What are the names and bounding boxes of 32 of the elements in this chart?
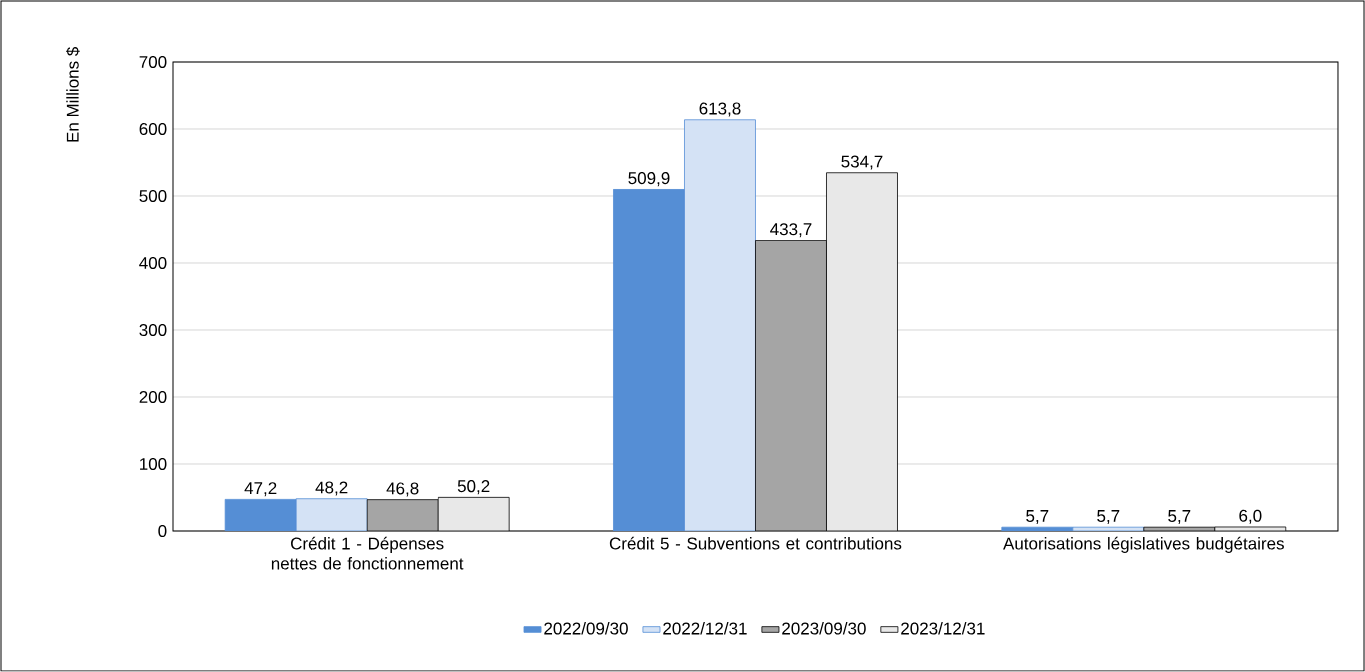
data-label: 6,0	[1239, 509, 1262, 524]
y-tick-label: 700	[139, 55, 167, 69]
x-tick-label: Crédit 1 - Dépenses nettes de fonctionnement	[271, 536, 464, 570]
y-tick-label: 500	[139, 189, 167, 203]
data-label: 5,7	[1097, 510, 1120, 524]
y-tick-label: 600	[139, 122, 167, 136]
legend-label: 2022/12/31	[663, 622, 747, 635]
legend-label: 2022/09/30	[544, 622, 628, 635]
data-label: 47,2	[244, 482, 277, 497]
y-axis-title: En Millions $	[66, 46, 80, 142]
y-tick-label: 200	[139, 390, 167, 404]
data-label: 433,7	[770, 223, 812, 238]
bar	[437, 496, 510, 531]
data-label: 509,9	[628, 172, 670, 187]
bar	[295, 498, 368, 531]
bar	[826, 172, 898, 531]
y-tick-label: 400	[139, 256, 167, 270]
x-tick-label: Autorisations législatives budgétaires	[1003, 536, 1284, 553]
data-label: 534,7	[841, 155, 883, 170]
legend-label: 2023/09/30	[782, 622, 866, 635]
bar	[684, 119, 756, 531]
data-label: 5,7	[1026, 510, 1049, 524]
legend-label: 2023/12/31	[901, 622, 985, 635]
data-label: 46,8	[386, 482, 419, 497]
data-label: 50,2	[457, 480, 490, 495]
y-tick-label: 300	[139, 323, 167, 337]
data-label: 613,8	[699, 102, 741, 117]
x-tick-label: Crédit 5 - Subventions et contributions	[609, 536, 902, 550]
y-tick-label: 0	[158, 524, 167, 538]
y-tick-label: 100	[140, 457, 167, 471]
data-label: 5,7	[1168, 510, 1191, 524]
data-label: 48,2	[315, 481, 348, 496]
